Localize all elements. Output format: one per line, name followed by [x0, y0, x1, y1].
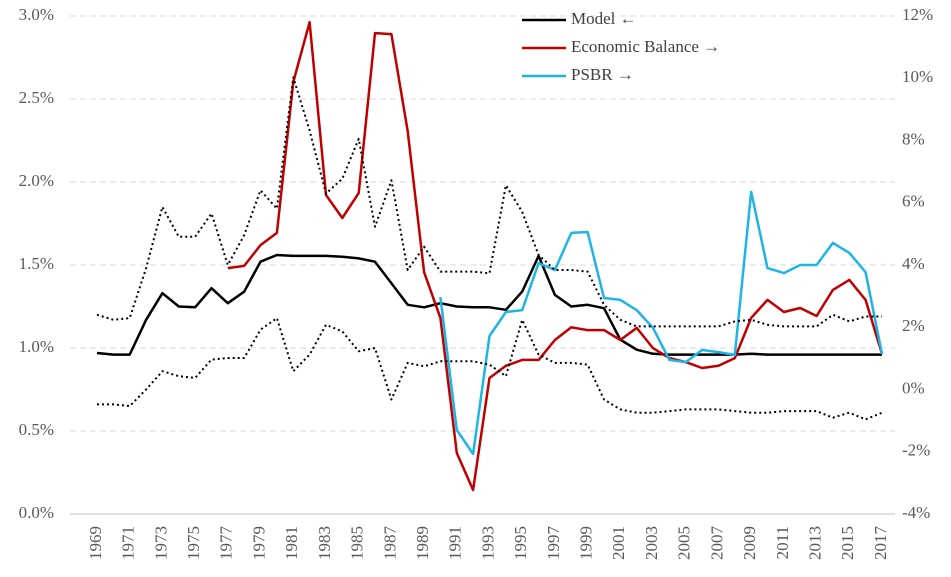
- x-tick-label: 1977: [217, 526, 236, 561]
- y2-tick-label: 2%: [902, 316, 925, 335]
- band-line: [97, 317, 883, 421]
- series-line: [227, 20, 884, 492]
- x-tick-label: 1969: [86, 526, 105, 560]
- x-tick-label: 1979: [249, 526, 268, 560]
- x-tick-label: 1989: [413, 526, 432, 560]
- band-line: [96, 76, 882, 328]
- y-tick-label: 0.0%: [19, 503, 54, 522]
- y2-tick-label: 6%: [902, 192, 925, 211]
- x-tick-label: 1999: [577, 526, 596, 560]
- x-tick-label: 2005: [675, 526, 694, 560]
- y2-tick-label: 10%: [902, 67, 933, 86]
- y2-tick-label: 0%: [902, 378, 925, 397]
- y2-tick-label: 4%: [902, 254, 925, 273]
- y-tick-label: 2.5%: [19, 88, 54, 107]
- x-tick-label: 2017: [871, 526, 890, 561]
- x-tick-label: 1975: [184, 526, 203, 560]
- x-tick-label: 1983: [315, 526, 334, 560]
- y2-tick-label: 12%: [902, 5, 933, 24]
- x-tick-label: 2001: [609, 526, 628, 560]
- y2-tick-label: -4%: [902, 503, 930, 522]
- x-tick-label: 1995: [511, 526, 530, 560]
- x-tick-label: 1997: [544, 526, 563, 561]
- legend-label: PSBR →: [571, 65, 634, 84]
- y-tick-label: 0.5%: [19, 420, 54, 439]
- y2-tick-label: -2%: [902, 441, 930, 460]
- x-tick-label: 2003: [642, 526, 661, 560]
- x-tick-label: 1981: [282, 526, 301, 560]
- x-tick-label: 1973: [151, 526, 170, 560]
- legend-label: Model ←: [571, 9, 637, 28]
- y-tick-label: 2.0%: [19, 171, 54, 190]
- x-tick-label: 2011: [773, 526, 792, 559]
- y-tick-label: 1.5%: [19, 254, 54, 273]
- legend-label: Economic Balance →: [571, 37, 720, 56]
- y2-tick-label: 8%: [902, 129, 925, 148]
- y-tick-label: 3.0%: [19, 5, 54, 24]
- x-tick-label: 1993: [478, 526, 497, 560]
- x-tick-label: 2007: [707, 526, 726, 561]
- x-tick-label: 1985: [348, 526, 367, 560]
- x-tick-label: 2015: [838, 526, 857, 560]
- series-line: [439, 190, 884, 456]
- x-tick-label: 2013: [805, 526, 824, 560]
- series-line: [96, 253, 882, 356]
- x-tick-label: 1991: [446, 526, 465, 560]
- x-tick-label: 1987: [380, 526, 399, 561]
- y-tick-label: 1.0%: [19, 337, 54, 356]
- x-tick-label: 1971: [119, 526, 138, 560]
- x-tick-label: 2009: [740, 526, 759, 560]
